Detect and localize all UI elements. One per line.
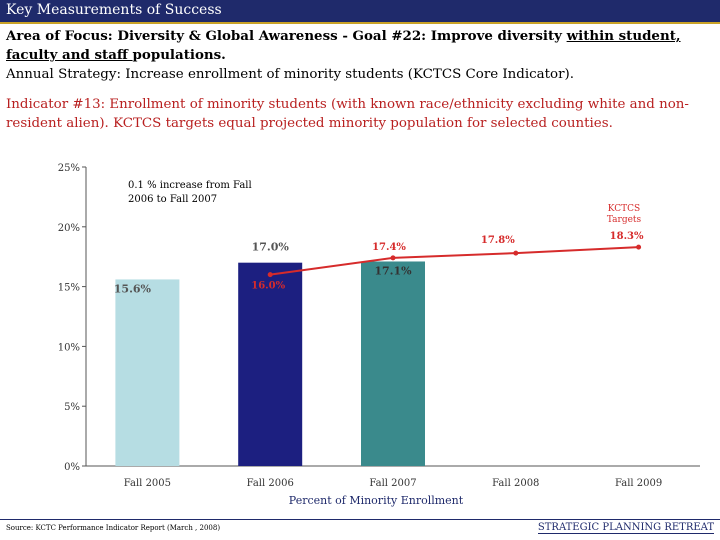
annual-strategy: Annual Strategy: Increase enrollment of … [6,67,574,82]
bar-data-label: 15.6% [114,282,152,295]
target-data-label: 17.8% [481,235,515,246]
bar-fall-2006 [238,262,303,466]
footer-label: STRATEGIC PLANNING RETREAT [537,522,714,534]
focus-block: Area of Focus: Diversity & Global Awaren… [6,27,706,84]
minority-enrollment-chart: 0% 5% 10% 15% 20% 25% Fall 2005 Fall 2006 Fall 2… [58,163,700,507]
bar-fall-2007 [361,261,425,466]
target-point [636,244,642,250]
x-tick-label: Fall 2008 [492,478,539,489]
source-note: Source: KCTC Performance Indicator Repor… [6,524,221,532]
y-tick-label: 5% [64,402,80,413]
target-data-label: 16.0% [251,281,285,292]
indicator-text: Indicator #13: Enrollment of minority st… [6,97,689,131]
target-point [267,272,273,278]
target-line [270,246,639,276]
x-tick-label: Fall 2005 [124,478,171,489]
y-tick-label: 25% [58,163,80,174]
footer-divider [0,519,720,520]
target-legend-line1: KCTCS [608,204,640,214]
y-tick-label: 15% [58,283,80,294]
page-title: Key Measurements of Success [6,2,222,18]
x-axis-title: Percent of Minority Enrollment [289,494,464,507]
target-data-label: 18.3% [610,231,644,242]
focus-goal-suffix: populations. [132,47,226,63]
annotation-line2: 2006 to Fall 2007 [128,194,217,205]
y-tick-label: 20% [58,223,80,234]
target-legend-line2: Targets [607,215,642,225]
target-data-label: 17.4% [372,242,406,253]
x-tick-label: Fall 2007 [369,478,416,489]
x-tick-label: Fall 2006 [247,478,294,489]
header-bar: Key Measurements of Success [0,0,720,24]
y-tick-label: 0% [64,462,80,473]
focus-goal-underlined: within student, faculty and staff [6,28,681,63]
focus-goal-text: Area of Focus: Diversity & Global Awaren… [6,28,567,44]
annotation-line1: 0.1 % increase from Fall [128,180,252,191]
y-tick-label: 10% [58,342,80,353]
bar-fall-2005 [115,279,180,466]
target-point [390,255,396,261]
x-tick-label: Fall 2009 [615,478,662,489]
bar-data-label: 17.1% [374,264,412,277]
bar-data-label: 17.0% [252,241,290,254]
target-point [513,250,519,256]
